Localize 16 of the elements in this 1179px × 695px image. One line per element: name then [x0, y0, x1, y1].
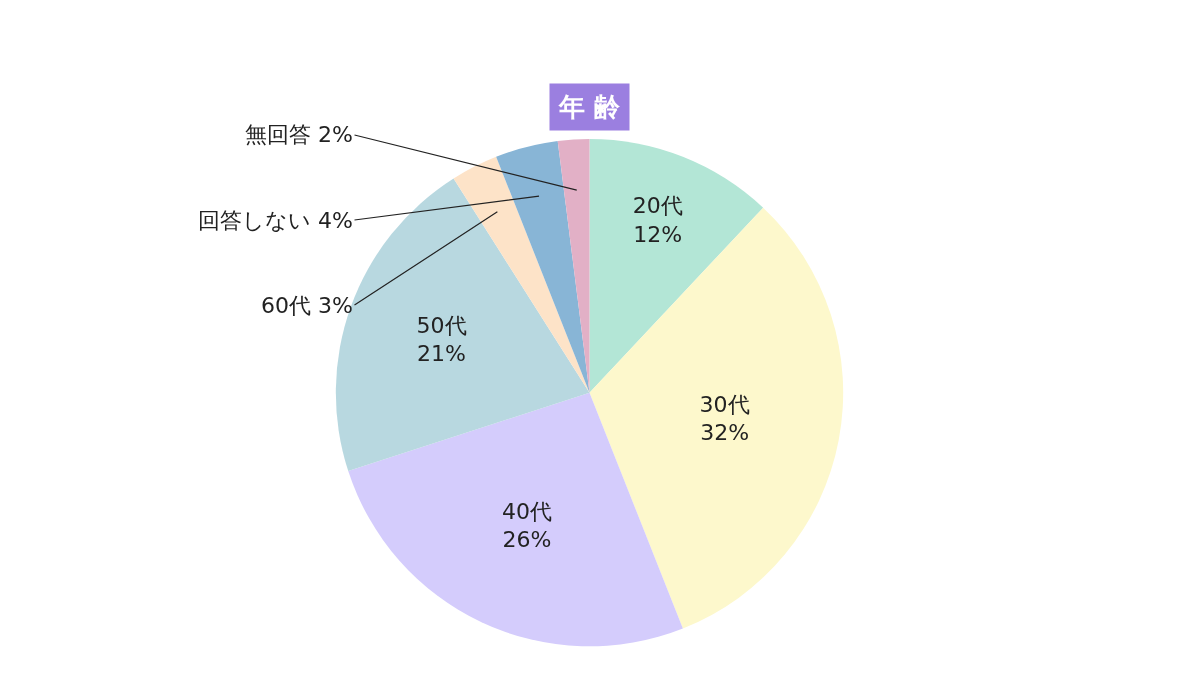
pie-slice — [589, 139, 764, 393]
chart-title: 年 齢 — [558, 92, 622, 122]
pie-slice — [557, 139, 590, 393]
slice-label: 回答しない 4% — [198, 208, 353, 233]
slice-label: 60代 3% — [261, 293, 353, 318]
slice-label: 20代 — [632, 193, 683, 219]
slice-label: 40代 — [502, 498, 553, 524]
pie-slice — [496, 141, 590, 393]
slice-label: 30代 — [699, 391, 750, 417]
data-label: 32% — [700, 420, 750, 446]
data-label: 12% — [633, 222, 683, 248]
data-label: 21% — [417, 341, 466, 367]
pie-slice — [348, 392, 683, 647]
slice-label: 50代 — [416, 312, 467, 338]
data-label: 26% — [502, 527, 552, 553]
slice-label: 無回答 2% — [245, 122, 353, 147]
